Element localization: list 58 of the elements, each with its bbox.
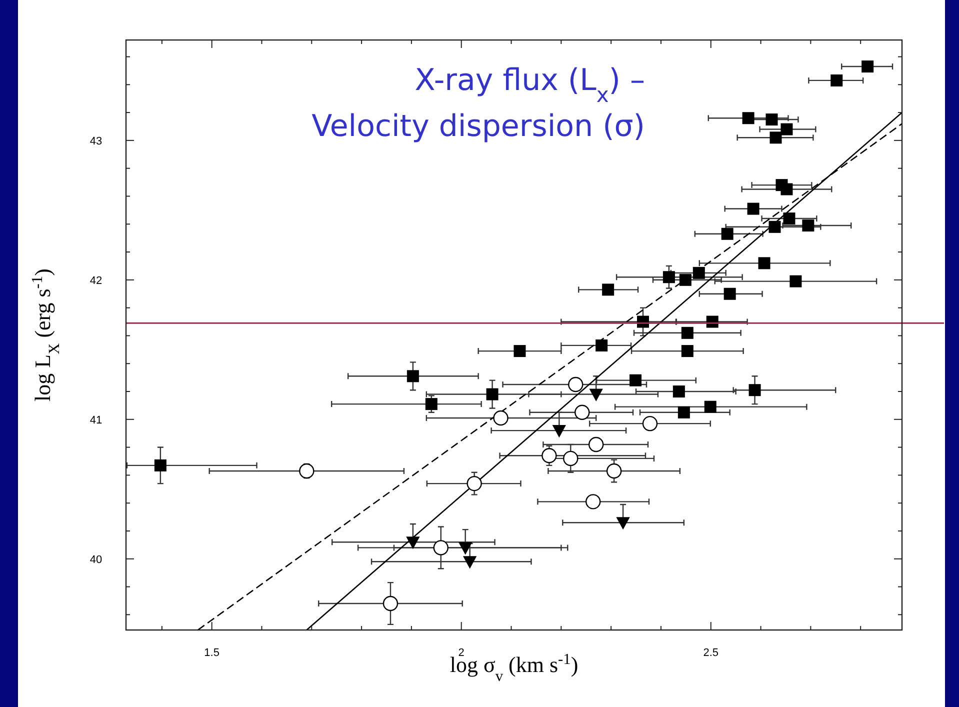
point — [585, 494, 601, 510]
point — [681, 326, 694, 339]
point — [458, 542, 472, 554]
point — [790, 275, 802, 288]
point — [766, 114, 778, 126]
point — [596, 339, 608, 352]
point — [721, 228, 734, 240]
point — [681, 345, 694, 358]
point — [780, 123, 793, 136]
point — [406, 370, 419, 382]
point — [630, 374, 642, 386]
point — [862, 60, 874, 72]
x-tick-label: 2 — [458, 647, 464, 659]
point — [568, 376, 584, 392]
point — [588, 436, 604, 452]
point — [574, 404, 590, 420]
point — [466, 476, 482, 492]
point — [382, 596, 398, 612]
point — [606, 463, 622, 479]
point — [590, 388, 603, 401]
point — [486, 388, 498, 400]
point — [433, 540, 448, 556]
point — [602, 284, 614, 296]
x-tick-label: 1.5 — [204, 647, 220, 659]
x-tick-label: 2.5 — [703, 647, 719, 659]
point — [616, 517, 630, 530]
point — [704, 400, 716, 413]
point — [154, 459, 166, 472]
point — [493, 410, 508, 426]
point — [406, 536, 420, 549]
point — [678, 406, 690, 418]
point — [542, 448, 557, 464]
point — [299, 463, 314, 479]
point — [802, 220, 814, 232]
point — [748, 384, 761, 396]
point — [463, 556, 476, 568]
point — [770, 132, 782, 144]
point — [425, 398, 438, 410]
point — [747, 202, 760, 215]
point — [830, 74, 843, 86]
point — [768, 220, 781, 233]
point — [514, 345, 526, 358]
point — [662, 271, 675, 284]
y-tick-label: 41 — [90, 414, 102, 426]
y-tick-label: 43 — [90, 135, 102, 148]
point — [552, 425, 566, 438]
point — [563, 450, 578, 466]
point — [783, 212, 796, 225]
point — [692, 266, 705, 279]
point — [724, 288, 736, 300]
point — [758, 257, 770, 270]
point — [642, 416, 658, 432]
point — [672, 385, 685, 398]
y-tick-label: 42 — [90, 274, 102, 287]
point — [742, 112, 754, 124]
point — [679, 274, 692, 286]
text: X-ray flux (L$_{x}$) – Velocity dispersion (σ) — [312, 63, 645, 144]
y-tick-label: 40 — [90, 554, 102, 566]
